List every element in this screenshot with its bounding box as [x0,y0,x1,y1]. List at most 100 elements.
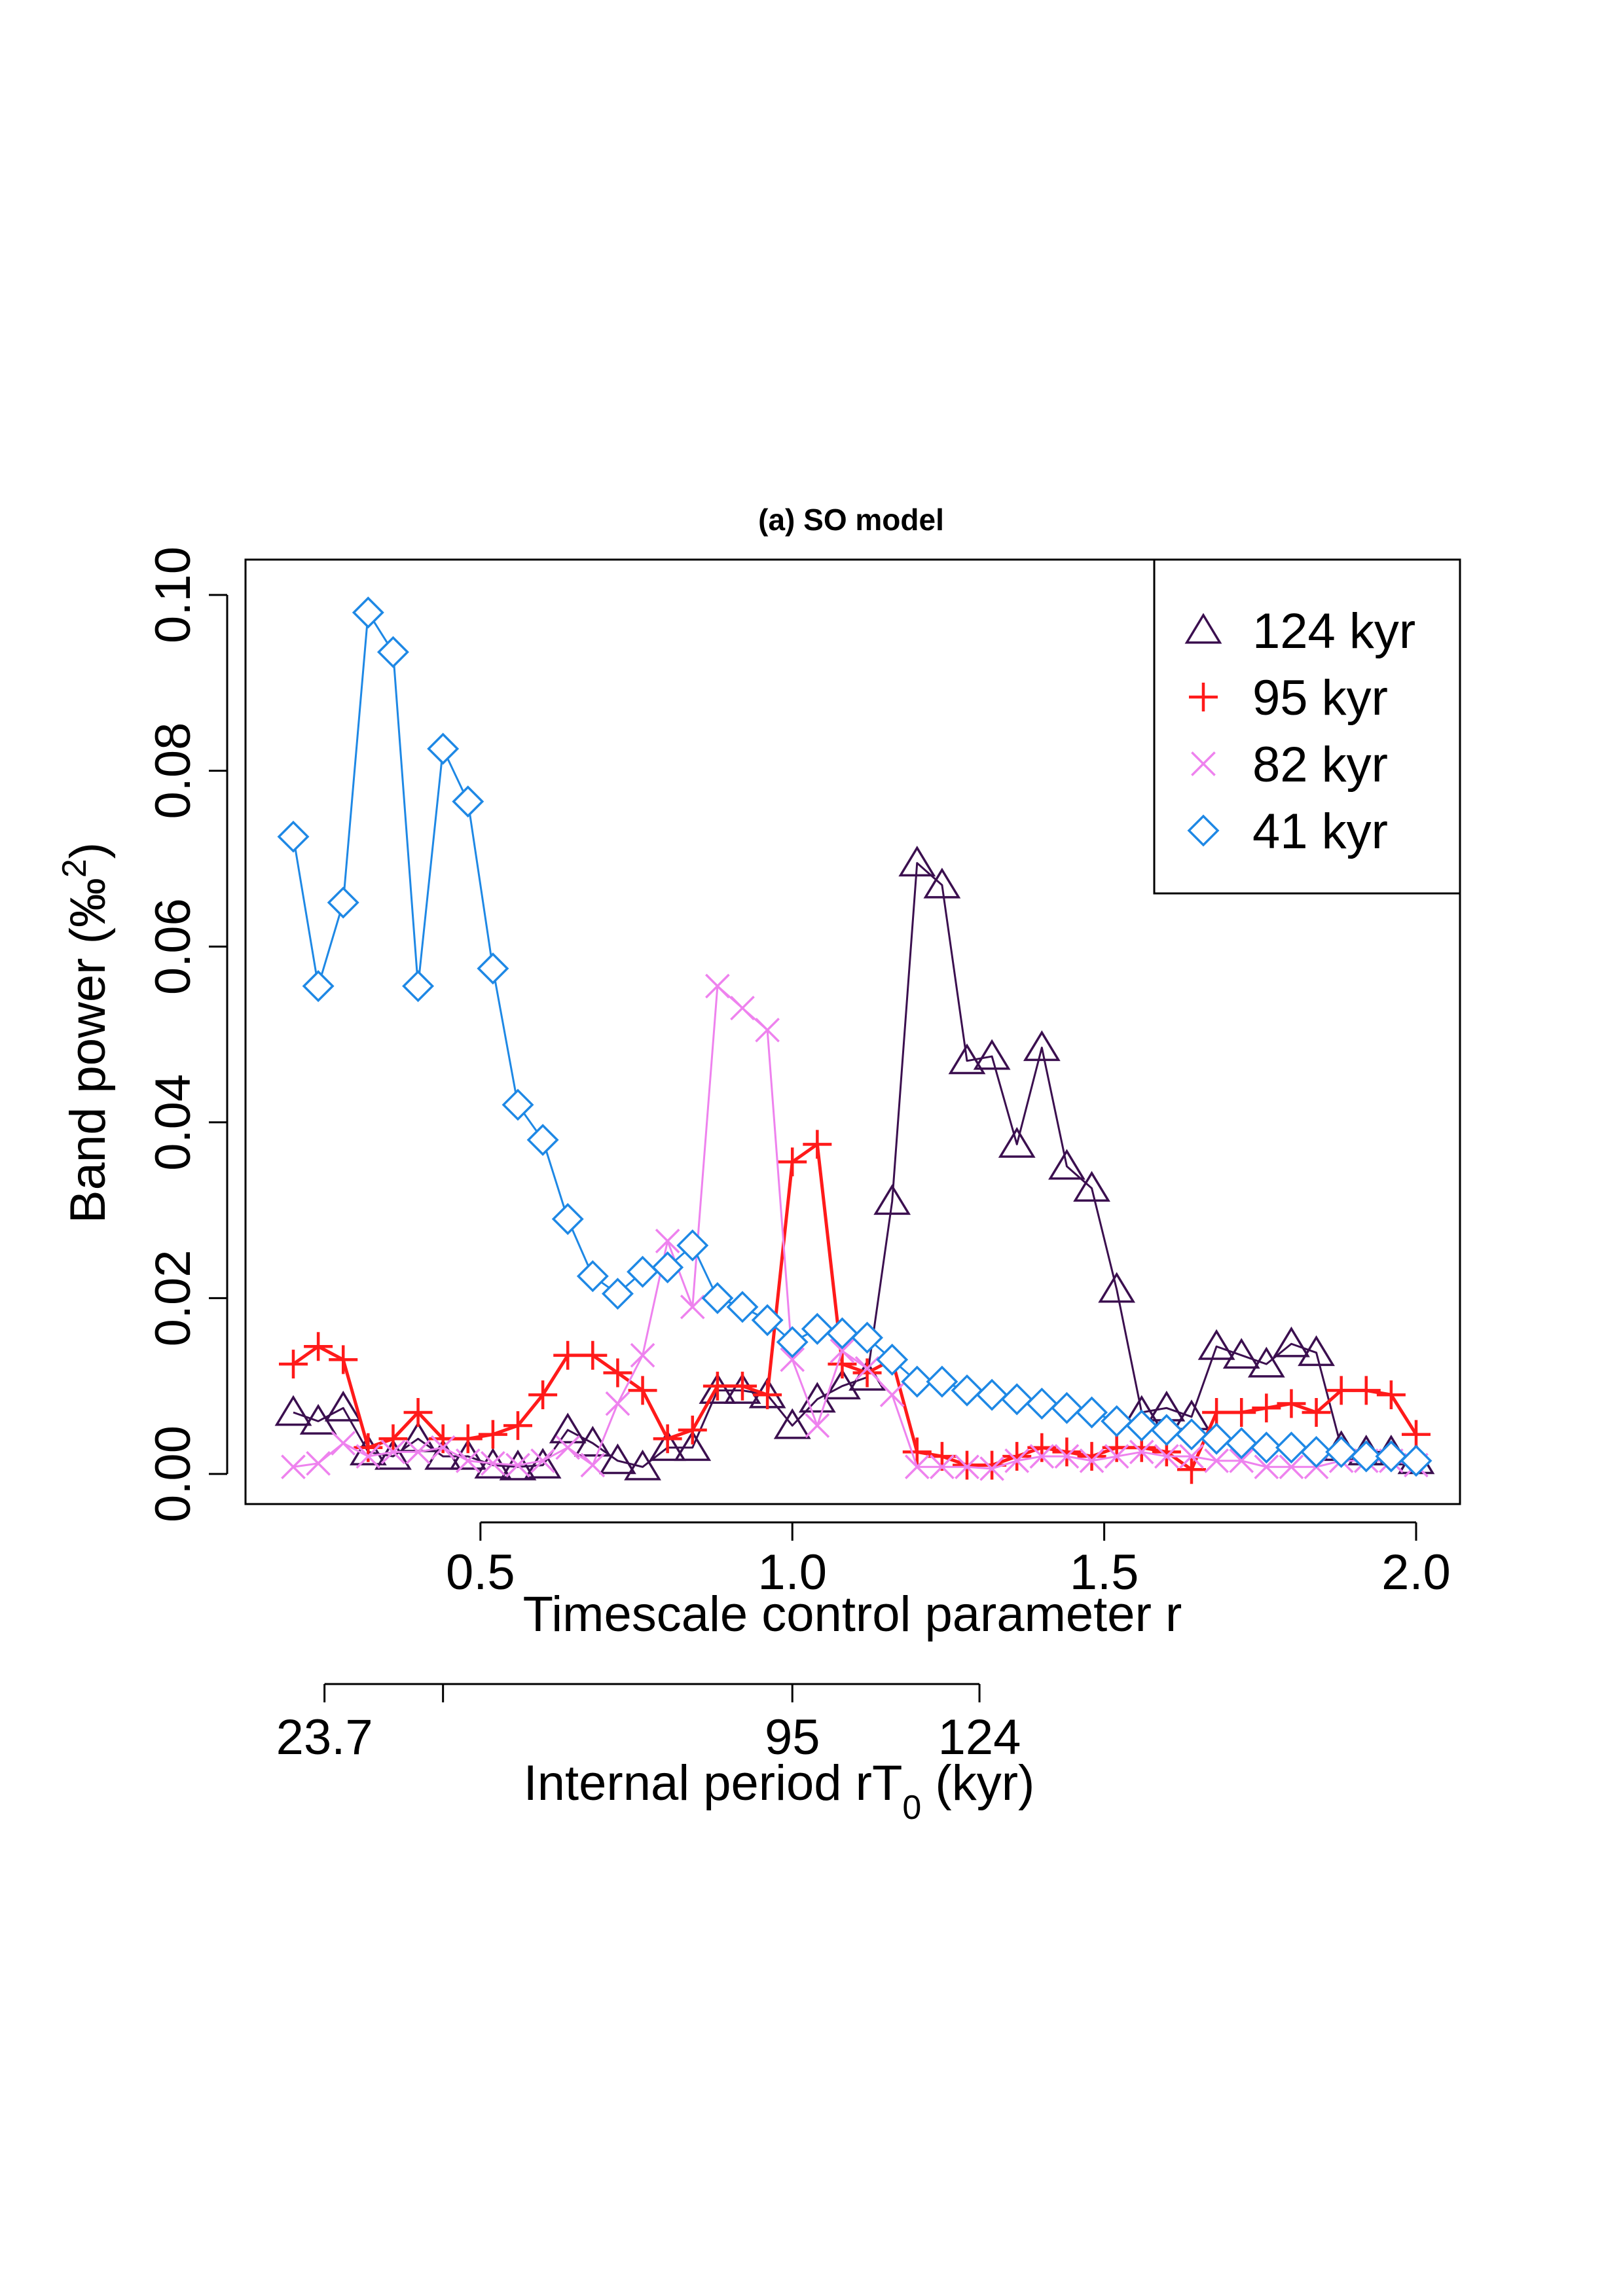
data-point-82-kyr [1129,1439,1154,1465]
data-point-82-kyr-b [1079,1448,1104,1473]
data-point-124-kyr [1098,1272,1136,1303]
data-point-124-kyr [1298,1335,1335,1367]
data-point-82-kyr-b [1229,1448,1254,1473]
data-point-82-kyr-b [755,1017,780,1043]
data-point-82-kyr-b [1154,1444,1179,1469]
data-point-82-kyr-b [1279,1454,1304,1480]
data-point-124-kyr [1197,1329,1235,1360]
data-point-82-kyr [1229,1448,1254,1473]
data-point-82-kyr-b [481,1451,505,1476]
data-point-41-kyr [1125,1409,1158,1442]
data-point-95-kyr [304,1332,333,1361]
data-point-82-kyr [306,1451,331,1476]
data-point-95-kyr [902,1437,932,1467]
data-point-82-kyr [580,1452,606,1478]
data-point-82-kyr-b [955,1454,979,1480]
data-point-41-kyr [651,1251,684,1283]
data-point-41-kyr [976,1378,1008,1411]
data-point-95-kyr [528,1380,558,1410]
data-point-82-kyr [1279,1454,1304,1480]
data-point-124-kyr [1023,1030,1061,1062]
x-axis: 0.5 1.0 1.5 2.0 [446,1521,1451,1600]
data-point-82-kyr-b [530,1448,555,1473]
data-point-82-kyr [405,1439,431,1465]
data-point-41-kyr [751,1304,784,1336]
data-point-82-kyr-b [380,1439,406,1465]
series-line-82-kyr [293,985,1417,1470]
data-point-95-kyr [478,1420,507,1449]
data-point-82-kyr [930,1454,955,1480]
data-point-95-kyr [553,1340,583,1370]
data-point-41-kyr [1025,1388,1058,1420]
data-point-82-kyr-b [630,1342,655,1368]
secondary-tick-label: 23.7 [276,1710,373,1765]
data-point-82-kyr [356,1444,381,1469]
data-point-95-kyr [1077,1442,1106,1471]
data-point-41-kyr [551,1203,584,1236]
data-point-95-kyr [1376,1380,1406,1410]
data-point-82-kyr [455,1448,481,1473]
x-tick-label: 2.0 [1381,1545,1451,1600]
legend-label-82-kyr: 82 kyr [1252,737,1388,793]
x-tick-label: 1.5 [1070,1545,1139,1600]
data-point-41-kyr [851,1321,884,1354]
data-point-95-kyr [503,1411,532,1441]
data-point-41-kyr [1200,1422,1233,1455]
data-point-41-kyr [501,1088,534,1121]
legend-marker-95-kyr [1189,683,1218,711]
data-point-82-kyr-b [281,1454,306,1480]
data-point-41-kyr [302,970,335,1003]
data-point-124-kyr [649,1430,687,1462]
data-point-41-kyr [277,820,310,853]
data-point-95-kyr [728,1371,757,1401]
data-point-41-kyr [1076,1396,1108,1429]
data-point-95-kyr [1052,1437,1082,1467]
data-point-82-kyr [755,1017,780,1043]
data-point-82-kyr-b [1204,1448,1229,1473]
data-point-124-kyr [1247,1346,1285,1378]
data-point-41-kyr [1000,1383,1033,1416]
data-point-95-kyr [1252,1393,1281,1423]
secondary-tick-label: 95 [765,1710,820,1765]
data-point-41-kyr [1150,1414,1183,1446]
data-point-124-kyr [1073,1171,1110,1202]
data-point-41-kyr [526,1124,559,1157]
data-point-82-kyr-b [904,1454,930,1480]
legend-marker-82-kyr-b [1191,751,1216,776]
data-point-82-kyr [854,1356,880,1381]
data-point-124-kyr [699,1372,737,1404]
data-point-124-kyr [449,1439,487,1470]
data-point-82-kyr [805,1413,830,1438]
data-point-82-kyr-b [805,1413,830,1438]
data-point-82-kyr [331,1431,356,1456]
data-point-82-kyr-b [1104,1444,1129,1469]
series-layer [274,596,1435,1484]
data-point-41-kyr [1101,1405,1133,1437]
data-point-95-kyr [403,1397,433,1427]
data-point-41-kyr [951,1374,983,1407]
data-point-124-kyr [824,1369,861,1400]
data-point-41-kyr [701,1282,734,1314]
data-point-82-kyr [530,1448,555,1473]
data-point-82-kyr-b [879,1382,905,1407]
data-point-41-kyr [1050,1391,1083,1424]
data-point-124-kyr [524,1448,562,1479]
data-point-82-kyr [1154,1444,1179,1469]
data-point-82-kyr-b [580,1452,606,1478]
data-point-82-kyr-b [555,1435,581,1460]
data-point-82-kyr [1179,1444,1204,1469]
data-point-82-kyr-b [1179,1444,1204,1469]
data-point-82-kyr [979,1456,1004,1481]
plot-area-frame [244,558,1461,1505]
data-point-124-kyr [549,1412,587,1444]
x-axis-label: Timescale control parameter r [523,1587,1182,1642]
data-point-95-kyr [1002,1442,1032,1471]
data-point-95-kyr [1202,1397,1231,1427]
y-axis-label: Band power (‰2) [56,842,116,1223]
data-point-41-kyr [477,952,509,985]
data-point-124-kyr [773,1408,811,1439]
data-point-41-kyr [876,1343,909,1376]
data-point-41-kyr [726,1291,759,1323]
y-tick-label: 0.02 [145,1249,201,1346]
